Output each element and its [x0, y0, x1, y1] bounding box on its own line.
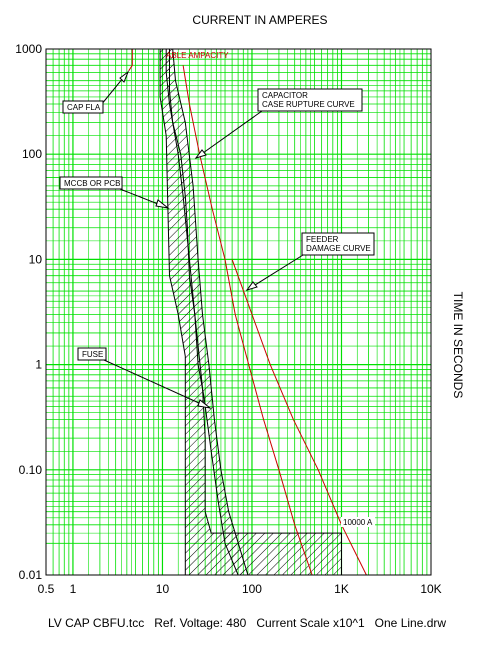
- annotation-cap-fla: CAP FLA: [62, 70, 130, 114]
- y-axis-label: TIME IN SECONDS: [451, 292, 465, 399]
- feeder-label-line1: FEEDER: [306, 235, 339, 244]
- x-tick-label: 100: [242, 582, 262, 596]
- footer-caption: LV CAP CBFU.tcc Ref. Voltage: 480 Curren…: [48, 616, 446, 630]
- cap-fla-label: CAP FLA: [67, 103, 101, 112]
- y-tick-label: 1: [35, 358, 42, 372]
- grid: [46, 49, 431, 575]
- x-tick-label: 0.5: [38, 582, 55, 596]
- chart-title: CURRENT IN AMPERES: [192, 13, 327, 27]
- x-tick-label: 1K: [334, 582, 349, 596]
- y-tick-label: 0.10: [19, 463, 43, 477]
- annotation-capacitor: CAPACITOR CASE RUPTURE CURVE: [194, 88, 363, 159]
- y-axis-ticks: 1000 100 10 1 0.10 0.01: [15, 42, 42, 582]
- x-tick-label: 10K: [420, 582, 441, 596]
- capacitor-label-line1: CAPACITOR: [262, 91, 308, 100]
- x-tick-label: 1: [70, 582, 77, 596]
- y-tick-label: 0.01: [19, 568, 43, 582]
- fuse-label: FUSE: [82, 350, 103, 359]
- annotation-mccb: MCCB OR PCB: [59, 176, 170, 209]
- fault-current-label: 10000 A: [343, 518, 373, 527]
- y-tick-label: 10: [29, 252, 43, 266]
- annotation-feeder: FEEDER DAMAGE CURVE: [245, 232, 375, 291]
- y-tick-label: 100: [22, 147, 42, 161]
- plot-frame: [45, 48, 432, 576]
- x-axis-ticks: 0.5 1 10 100 1K 10K: [38, 582, 442, 596]
- x-tick-label: 10: [156, 582, 170, 596]
- annotation-fuse: FUSE: [77, 347, 212, 409]
- annotation-fault-current: 10000 A: [341, 517, 375, 527]
- cable-ampacity-label: ABLE AMPACITY: [166, 51, 229, 60]
- feeder-label-line2: DAMAGE CURVE: [306, 244, 371, 253]
- y-tick-label: 1000: [15, 42, 42, 56]
- curve-cable_ampacity: [182, 65, 313, 576]
- curve-cap_fla: [128, 49, 133, 72]
- capacitor-label-line2: CASE RUPTURE CURVE: [262, 100, 355, 109]
- mccb-label: MCCB OR PCB: [64, 179, 120, 188]
